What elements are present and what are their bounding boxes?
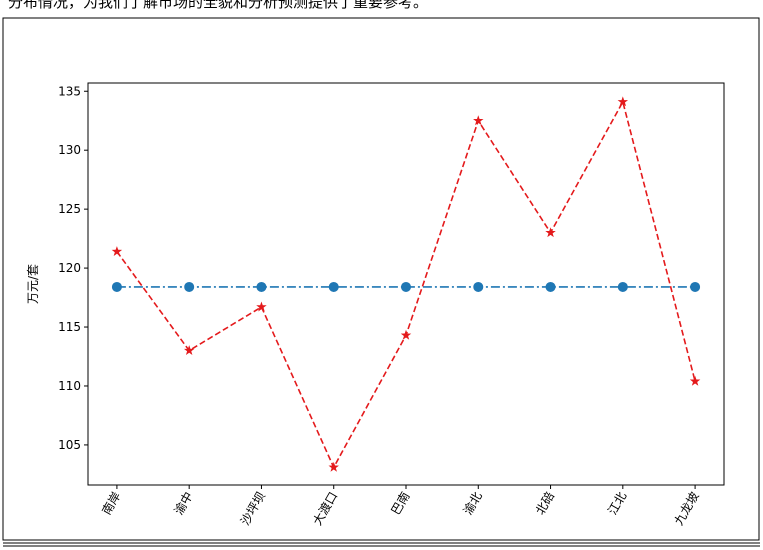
point [256,301,267,312]
point [473,115,484,126]
point [256,281,267,292]
y-tick-label: 130 [58,143,81,157]
point [401,281,411,292]
y-tick-label: 115 [58,320,81,334]
y-tick-label: 120 [58,261,81,275]
y-axis-label: 万元/套 [26,264,40,304]
y-tick-label: 110 [58,379,81,393]
point [328,281,339,292]
point [617,96,629,107]
point [617,281,628,292]
y-tick-label: 125 [58,202,81,216]
x-tick-label: 沙坪坝 [238,490,268,528]
y-tick-label: 135 [58,84,81,98]
paragraph: 分布情况，为我们了解市场的全貌和分析预测提供了重要参考。 [8,0,429,11]
x-tick-label: 大渡口 [309,489,340,528]
point [184,281,195,292]
point [545,227,556,238]
x-tick-label: 北碚 [532,489,557,517]
point [111,246,123,257]
point [400,329,412,340]
x-tick-label: 渝北 [460,489,485,517]
point [690,281,701,292]
point [328,461,339,472]
figure-frame [2,17,760,541]
x-tick-label: 巴南 [388,489,413,517]
x-tick-label: 渝中 [171,489,196,517]
x-tick-label: 九龙坡 [672,490,702,528]
y-tick-label: 105 [58,438,81,452]
x-tick-label: 南岸 [99,489,124,517]
point [183,345,195,356]
point [689,375,701,386]
point [111,281,122,292]
x-tick-label: 江北 [605,490,629,518]
point [545,281,556,292]
point [473,281,484,292]
